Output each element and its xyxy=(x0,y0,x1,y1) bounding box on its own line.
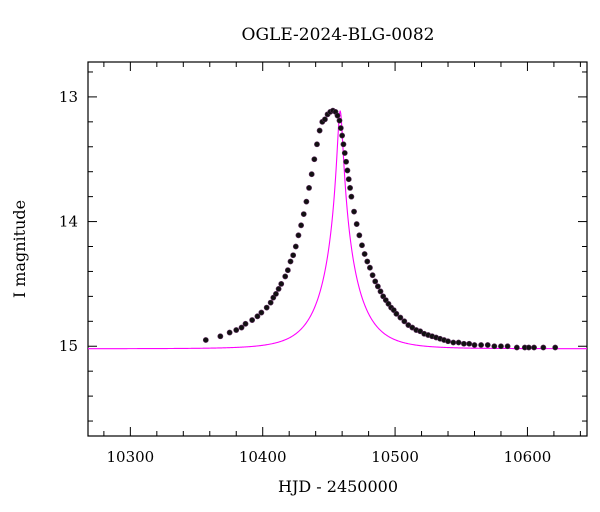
data-point xyxy=(337,125,344,131)
model-curve xyxy=(88,110,587,350)
data-point xyxy=(311,156,318,163)
plot-axes xyxy=(87,61,588,437)
data-point xyxy=(282,273,289,280)
data-point xyxy=(347,185,353,191)
data-point xyxy=(287,258,294,265)
y-tick-label: 13 xyxy=(59,88,78,106)
data-point xyxy=(478,342,485,348)
data-points xyxy=(202,107,559,351)
data-point xyxy=(263,304,270,311)
data-point xyxy=(372,278,379,285)
x-tick-label: 10600 xyxy=(504,448,552,466)
data-point xyxy=(258,309,265,316)
data-point xyxy=(513,344,520,351)
data-point xyxy=(393,310,400,317)
data-point xyxy=(202,337,209,343)
data-point xyxy=(306,185,312,191)
data-point xyxy=(466,340,473,347)
data-point xyxy=(397,314,404,321)
data-point xyxy=(322,116,328,123)
data-point xyxy=(540,344,547,351)
data-point xyxy=(359,242,365,249)
data-point xyxy=(344,167,351,174)
data-point xyxy=(353,221,360,227)
data-point xyxy=(267,299,274,306)
data-point xyxy=(356,232,363,239)
x-tick-label: 10400 xyxy=(239,448,287,466)
data-point xyxy=(367,264,373,271)
data-point xyxy=(401,318,408,325)
data-point xyxy=(254,313,261,320)
data-point xyxy=(275,285,282,292)
model-curve-group xyxy=(88,110,587,350)
plot-frame xyxy=(87,61,588,437)
data-point xyxy=(340,141,347,148)
data-point xyxy=(504,343,511,350)
data-point xyxy=(374,283,381,290)
data-point xyxy=(351,208,357,215)
data-point xyxy=(298,222,304,229)
chart-title: OGLE-2024-BLG-0082 xyxy=(242,25,435,45)
data-point xyxy=(348,193,355,200)
data-point xyxy=(295,232,302,239)
data-point xyxy=(471,342,478,348)
data-point xyxy=(525,344,532,351)
data-point xyxy=(445,338,451,345)
data-point xyxy=(491,343,498,350)
x-tick-label: 10500 xyxy=(371,448,419,466)
data-point xyxy=(361,251,368,257)
data-point xyxy=(226,329,233,336)
data-point xyxy=(334,112,341,119)
y-axis-label: I magnitude xyxy=(10,200,29,298)
data-point xyxy=(249,317,256,323)
data-point xyxy=(290,252,297,259)
data-point xyxy=(336,117,343,124)
data-point xyxy=(531,344,537,351)
data-point xyxy=(292,243,299,250)
data-point xyxy=(273,290,279,297)
data-point xyxy=(316,127,323,134)
data-point xyxy=(284,267,291,274)
data-point xyxy=(498,343,504,350)
data-point xyxy=(303,198,310,205)
data-point xyxy=(278,281,285,287)
x-axis-label: HJD - 2450000 xyxy=(278,477,398,496)
data-point xyxy=(377,288,384,295)
data-point xyxy=(484,342,491,348)
data-point xyxy=(369,272,376,279)
y-tick-label: 15 xyxy=(59,337,78,355)
data-point xyxy=(314,141,320,148)
data-point xyxy=(364,258,371,265)
data-point xyxy=(233,327,240,333)
data-point xyxy=(308,171,315,178)
data-point xyxy=(460,340,467,347)
data-point xyxy=(341,150,348,156)
axis-ticks: 10300 10400 10500 10600 13 14 15 xyxy=(59,62,587,466)
data-point xyxy=(455,339,462,346)
data-point xyxy=(343,158,349,165)
data-point xyxy=(450,339,457,346)
data-point xyxy=(339,132,346,139)
data-point xyxy=(217,333,224,340)
data-point xyxy=(345,176,352,183)
data-point xyxy=(238,324,245,331)
data-point xyxy=(552,344,559,351)
data-point xyxy=(242,320,249,327)
data-point xyxy=(300,211,307,217)
x-tick-label: 10300 xyxy=(106,448,154,466)
y-tick-label: 14 xyxy=(59,213,78,231)
